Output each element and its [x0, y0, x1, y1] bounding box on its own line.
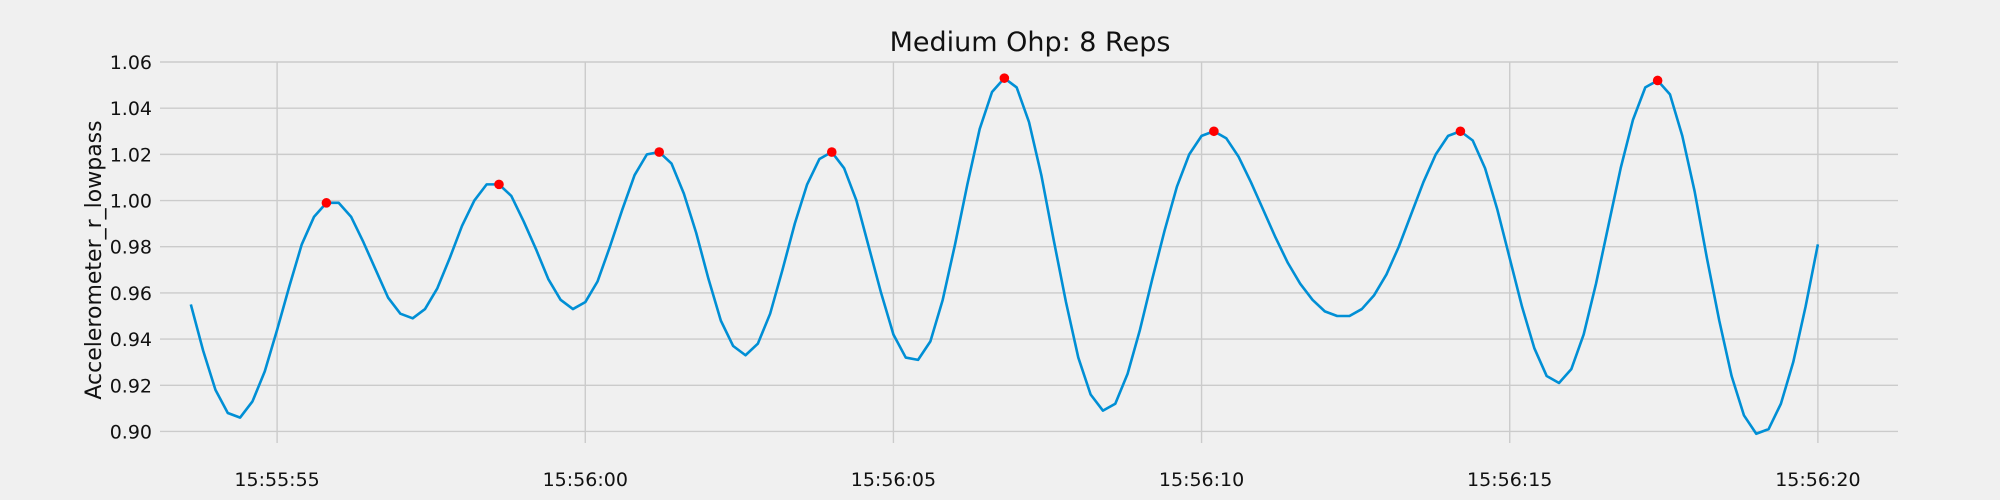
x-tick-label: 15:56:10 [1159, 469, 1244, 491]
y-tick-label: 0.96 [110, 283, 152, 305]
x-tick-label: 15:56:20 [1775, 469, 1860, 491]
peak-marker [321, 198, 332, 208]
y-tick-label: 1.06 [110, 52, 152, 74]
y-tick-label: 1.00 [110, 191, 152, 213]
peak-marker [1652, 75, 1663, 86]
y-axis-label: Accelerometer_r_lowpass [82, 120, 107, 399]
y-tick-label: 0.92 [110, 375, 152, 397]
y-tick-label: 0.94 [110, 329, 152, 351]
peak-marker [654, 147, 665, 157]
x-tick-label: 15:56:00 [543, 469, 628, 491]
y-tick-label: 0.98 [110, 237, 152, 259]
series-line [189, 76, 1820, 436]
peak-marker [999, 73, 1010, 83]
x-tick-label: 15:56:15 [1467, 469, 1552, 491]
y-tick-label: 1.04 [110, 98, 152, 120]
y-tick-label: 0.90 [110, 421, 152, 443]
peak-marker [826, 147, 837, 157]
x-tick-label: 15:55:55 [234, 469, 319, 491]
y-tick-label: 1.02 [110, 144, 152, 166]
peak-marker [494, 179, 504, 190]
x-tick-label: 15:56:05 [851, 469, 936, 491]
peak-marker [1455, 126, 1466, 137]
chart-title: Medium Ohp: 8 Reps [890, 27, 1171, 58]
peak-marker [1209, 126, 1219, 137]
